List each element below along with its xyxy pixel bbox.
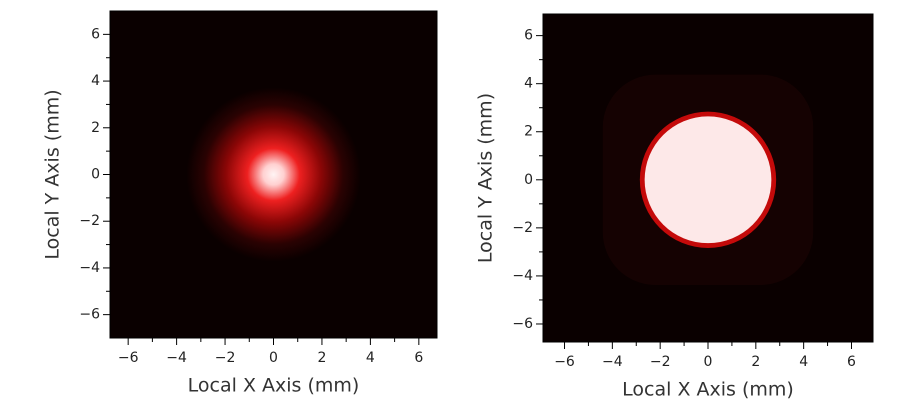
x-tick-label: −6 [554, 354, 575, 370]
x-tick-label: 2 [317, 350, 326, 366]
x-tick-label: −6 [118, 350, 139, 366]
y-axis-title: Local Y Axis (mm) [42, 89, 64, 259]
heatmap-panel: −6 −4 −2 0 2 4 6 −6 −4 −2 0 2 4 6 Local X Axis (mm) Loc… [42, 10, 438, 397]
x-tick-label: 6 [847, 354, 856, 370]
x-axis-title: Local X Axis (mm) [188, 375, 360, 397]
x-tick-label: −2 [215, 350, 236, 366]
x-tick-label: −2 [650, 354, 671, 370]
y-tick-label: 6 [524, 28, 533, 44]
x-axis-title: Local X Axis (mm) [622, 379, 794, 401]
x-tick-label: −4 [166, 350, 187, 366]
y-tick-label: −4 [512, 268, 533, 284]
heatmap-panel: −6 −4 −2 0 2 4 6 −6 −4 −2 0 2 4 6 Local X Axis (mm) Loc… [475, 13, 874, 401]
y-tick-label: 4 [91, 73, 100, 89]
x-tick-label: 6 [414, 350, 423, 366]
x-tick-label: 4 [366, 350, 375, 366]
y-tick-label: −2 [512, 220, 533, 236]
x-tick-label: 4 [799, 354, 808, 370]
x-tick-label: −4 [602, 354, 623, 370]
y-tick-label: 2 [524, 124, 533, 140]
y-tick-label: 4 [524, 76, 533, 92]
y-tick-label: 0 [91, 167, 100, 183]
beam-spot [644, 116, 772, 244]
y-tick-label: 0 [524, 172, 533, 188]
y-tick-label: 2 [91, 120, 100, 136]
y-tick-label: −4 [79, 260, 100, 276]
y-tick-label: −2 [79, 213, 100, 229]
beam-spot [186, 87, 361, 262]
x-tick-label: 2 [751, 354, 760, 370]
y-tick-label: 6 [91, 26, 100, 42]
x-tick-label: 0 [704, 354, 713, 370]
y-tick-label: −6 [512, 316, 533, 332]
y-axis-title: Local Y Axis (mm) [475, 93, 497, 263]
x-tick-label: 0 [269, 350, 278, 366]
y-tick-label: −6 [79, 307, 100, 323]
